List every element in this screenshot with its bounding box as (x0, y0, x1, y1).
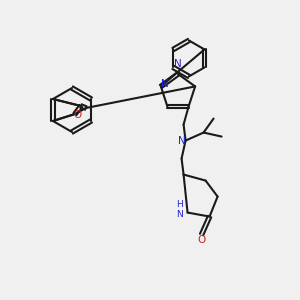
Text: N: N (174, 59, 182, 69)
Text: H
N: H N (176, 200, 183, 219)
Text: N: N (178, 136, 185, 146)
Text: N: N (161, 80, 169, 89)
Text: O: O (74, 110, 82, 120)
Text: O: O (197, 235, 206, 244)
